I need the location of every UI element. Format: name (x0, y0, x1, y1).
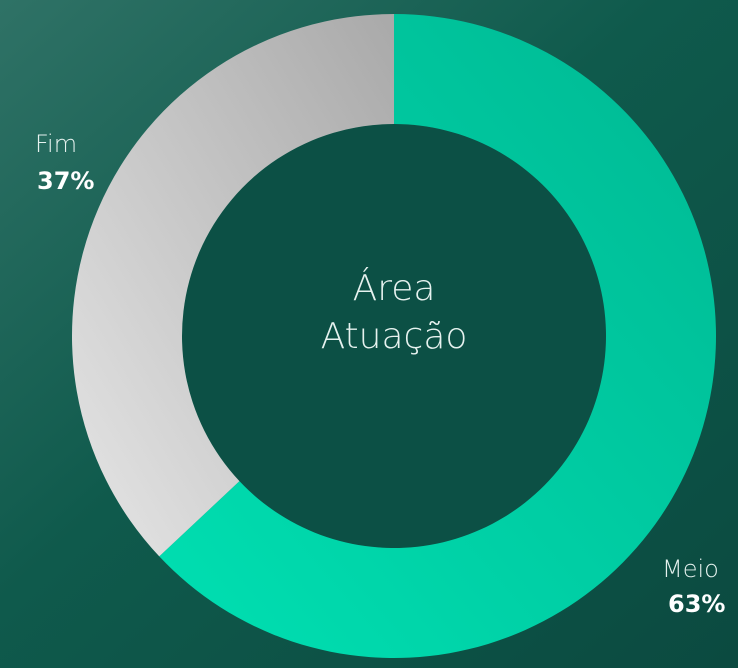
donut-hole (182, 124, 606, 548)
center-label: Área (353, 267, 436, 309)
donut-segment (72, 14, 394, 557)
segment-value-label: 37% (37, 167, 94, 195)
segment-value-label: 63% (668, 590, 725, 618)
segment-label: Fim (35, 130, 77, 158)
center-label: Atuação (321, 316, 468, 357)
segment-label: Meio (662, 555, 719, 583)
donut-segment (159, 14, 717, 658)
